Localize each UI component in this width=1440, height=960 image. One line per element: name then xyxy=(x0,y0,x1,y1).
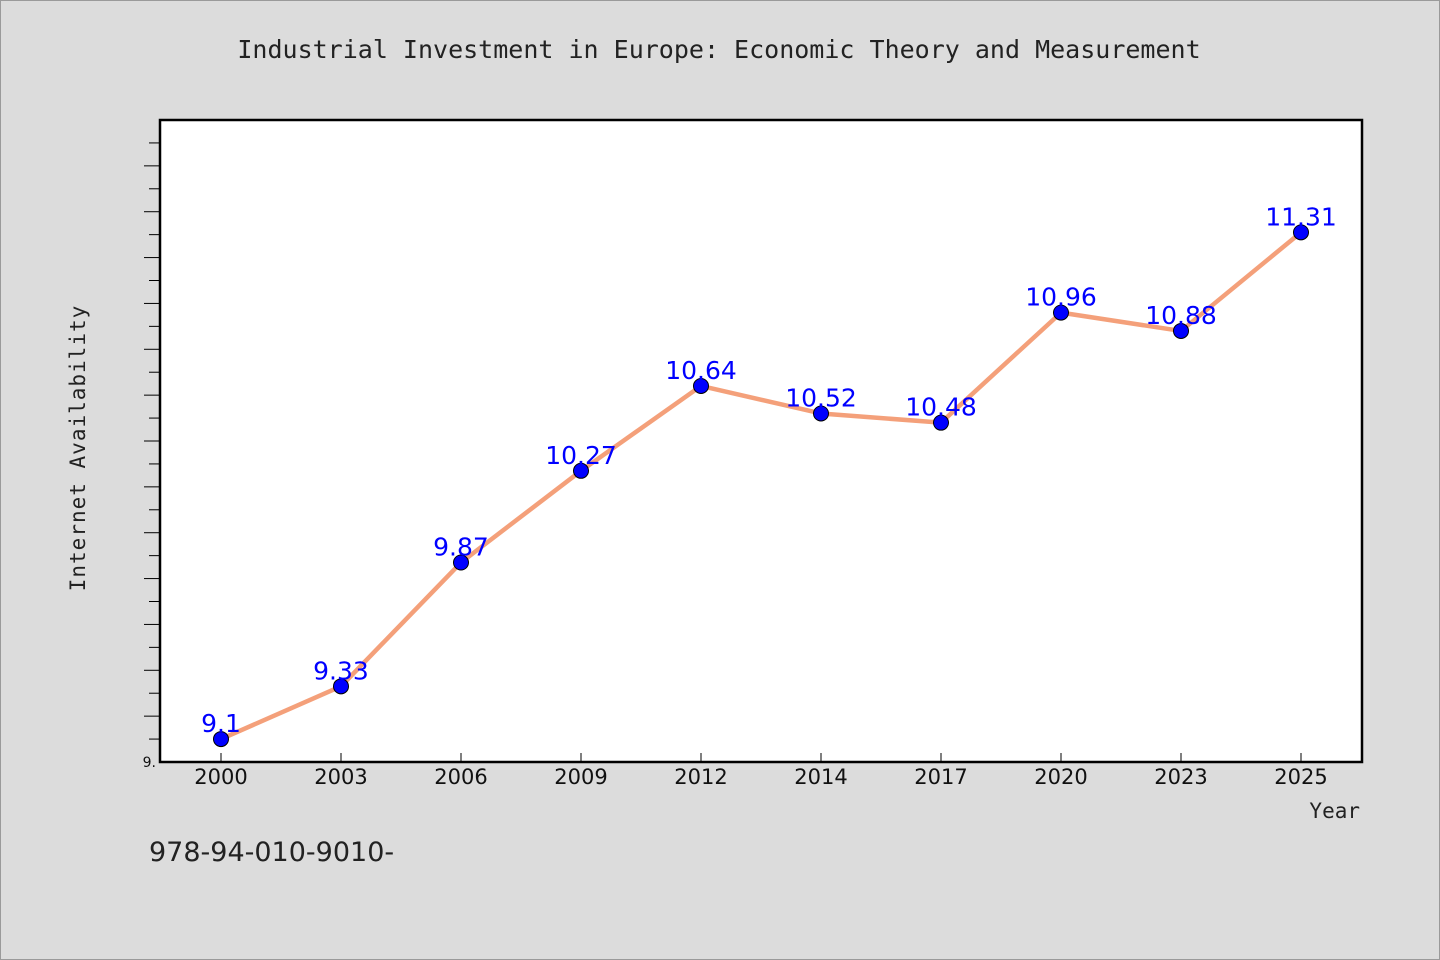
chart-title: Industrial Investment in Europe: Economi… xyxy=(237,35,1201,64)
data-point xyxy=(573,462,589,479)
x-axis-title: Year xyxy=(1309,799,1360,823)
data-point xyxy=(933,414,949,431)
x-tick-label: 2014 xyxy=(794,765,847,789)
x-tick-label: 2017 xyxy=(914,765,967,789)
series-line xyxy=(218,230,1304,742)
data-label: 10.96 xyxy=(1025,283,1097,312)
data-label: 9.33 xyxy=(313,656,369,685)
x-tick-label: 2012 xyxy=(674,765,727,789)
data-label: 9.87 xyxy=(433,533,489,562)
data-point xyxy=(813,405,829,422)
data-label: 10.88 xyxy=(1145,301,1217,330)
x-tick-label: 2009 xyxy=(554,765,607,789)
x-tick-label: 2006 xyxy=(434,765,487,789)
data-label: 10.64 xyxy=(665,356,737,385)
x-tick-label: 2025 xyxy=(1274,765,1327,789)
y-tick-label: 9. xyxy=(143,755,156,771)
data-point xyxy=(1173,322,1189,339)
isbn-text: 978-94-010-9010- xyxy=(149,837,395,868)
x-tick-label: 2000 xyxy=(194,765,247,789)
x-tick-label: 2023 xyxy=(1154,765,1207,789)
data-point xyxy=(1053,304,1069,321)
data-point xyxy=(693,377,709,394)
data-label: 9.1 xyxy=(201,709,241,738)
y-axis-ticks: 9. xyxy=(143,142,160,771)
x-tick-label: 2003 xyxy=(314,765,367,789)
x-axis-ticks: 2000 2003 2006 2009 2012 2014 2017 2020 2023 2025 xyxy=(194,753,1328,789)
data-point xyxy=(1293,224,1309,241)
data-point xyxy=(453,554,469,571)
data-point xyxy=(333,678,349,695)
data-point xyxy=(213,731,229,748)
data-label: 11.31 xyxy=(1265,202,1337,231)
plot-area xyxy=(158,118,1364,764)
data-label: 10.27 xyxy=(545,441,617,470)
data-label: 10.48 xyxy=(905,393,977,422)
series-layer: 9.1 9.33 9.87 10.27 10.64 10.52 10.48 10.96 10.8… xyxy=(201,202,1337,748)
data-label: 10.52 xyxy=(785,383,857,412)
x-tick-label: 2020 xyxy=(1034,765,1087,789)
